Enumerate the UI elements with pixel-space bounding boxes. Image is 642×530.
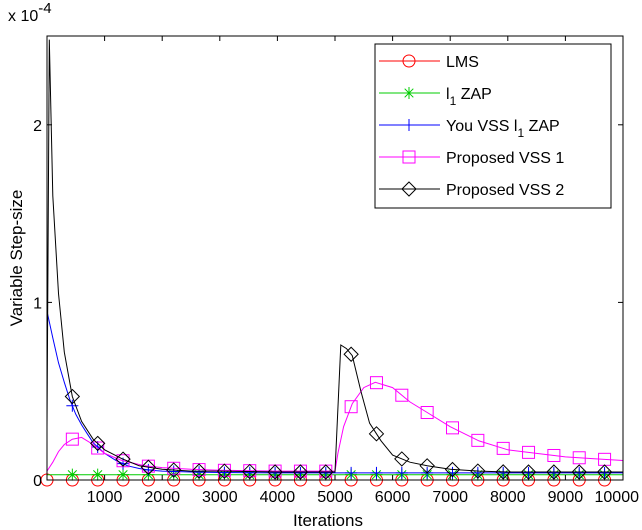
legend-label-3: You VSS l1 ZAP bbox=[446, 118, 560, 140]
legend-label-main-3: You VSS l bbox=[446, 118, 517, 135]
x-tick-label-2: 2000 bbox=[144, 489, 180, 506]
series-5-marker-11 bbox=[318, 464, 334, 480]
series-3-marker-22 bbox=[598, 466, 611, 479]
series-2-marker-3 bbox=[117, 468, 130, 481]
series-3-marker-1 bbox=[66, 399, 79, 412]
legend-label-main-2: l bbox=[446, 86, 450, 103]
series-5-marker-5 bbox=[166, 462, 182, 478]
series-4-marker-16 bbox=[446, 421, 460, 435]
series-line-5 bbox=[46, 39, 623, 473]
series-4-marker-5 bbox=[167, 461, 181, 475]
series-5-marker-19 bbox=[520, 464, 537, 480]
x-tick-label-3: 3000 bbox=[202, 489, 238, 506]
series-3-marker-18 bbox=[497, 466, 510, 479]
legend-entry-5: Proposed VSS 2 bbox=[379, 181, 564, 199]
legend-label-rest-3: ZAP bbox=[524, 118, 560, 135]
legend-marker-3 bbox=[403, 119, 415, 131]
legend-label-1: LMS bbox=[446, 54, 479, 71]
series-5-marker-6 bbox=[191, 463, 207, 479]
series-4-marker-18 bbox=[496, 441, 510, 455]
legend-label-5: Proposed VSS 2 bbox=[446, 182, 564, 199]
y-multiplier: x 10-4 bbox=[8, 0, 52, 25]
series-5-marker-21 bbox=[571, 464, 587, 480]
series-5-marker-14 bbox=[394, 451, 410, 467]
legend-label-sub-2: 1 bbox=[450, 94, 457, 108]
series-4 bbox=[46, 376, 624, 478]
series-5-marker-15 bbox=[419, 458, 435, 474]
series-5-marker-10 bbox=[292, 464, 309, 480]
series-4-marker-12 bbox=[344, 400, 358, 414]
series-4-marker-21 bbox=[572, 451, 586, 465]
series-5-marker-1 bbox=[64, 388, 81, 405]
series-5-marker-17 bbox=[470, 463, 486, 479]
ticks-layer: 1000 2000 3000 4000 5000 6000 7000 8000 9000 1000… bbox=[33, 36, 639, 506]
series-5-marker-7 bbox=[216, 463, 233, 479]
x-tick-label-10: 10000 bbox=[595, 489, 640, 506]
series-3 bbox=[46, 311, 623, 479]
series-4-marker-1 bbox=[65, 432, 79, 446]
series-4-marker-17 bbox=[471, 433, 485, 447]
series-3-marker-14 bbox=[395, 466, 408, 479]
series-5-marker-13 bbox=[368, 426, 385, 442]
legend-entry-2: l1 ZAP bbox=[379, 86, 492, 108]
series-3-marker-17 bbox=[471, 466, 484, 479]
series-5-marker-2 bbox=[89, 435, 106, 452]
series-3-marker-12 bbox=[345, 466, 358, 479]
series-5-marker-12 bbox=[343, 346, 359, 362]
series-2-marker-1 bbox=[66, 468, 79, 481]
y-tick-label-2: 1 bbox=[33, 295, 42, 312]
legend-marker-5 bbox=[401, 181, 417, 197]
y-multiplier-base: x 10 bbox=[8, 8, 38, 25]
series-5-marker-3 bbox=[115, 451, 131, 467]
x-tick-label-9: 9000 bbox=[548, 489, 584, 506]
legend-label-sub-3: 1 bbox=[517, 126, 524, 140]
series-4-marker-20 bbox=[547, 448, 561, 462]
series-line-3 bbox=[46, 311, 623, 474]
legend-label-rest-2: ZAP bbox=[456, 86, 492, 103]
x-tick-label-4: 4000 bbox=[260, 489, 296, 506]
series-3-marker-20 bbox=[547, 466, 560, 479]
x-tick-label-1: 1000 bbox=[87, 489, 123, 506]
x-tick-label-5: 5000 bbox=[317, 489, 353, 506]
series-5-marker-20 bbox=[546, 464, 562, 480]
x-axis-label: Iterations bbox=[293, 511, 363, 530]
legend-entry-3: You VSS l1 ZAP bbox=[379, 118, 560, 140]
series-2-marker-2 bbox=[91, 468, 104, 481]
x-tick-label-6: 6000 bbox=[375, 489, 411, 506]
series-4-marker-14 bbox=[395, 388, 409, 402]
series-3-marker-19 bbox=[522, 466, 535, 479]
legend-marker-1 bbox=[402, 54, 416, 68]
series-5-marker-8 bbox=[242, 463, 258, 480]
series-3-marker-21 bbox=[573, 466, 586, 479]
series-4-marker-2 bbox=[91, 441, 105, 455]
legend-box bbox=[374, 43, 612, 209]
legend-label-2: l1 ZAP bbox=[446, 86, 492, 108]
y-axis-label: Variable Step-size bbox=[7, 190, 26, 327]
legend-entry-4: Proposed VSS 1 bbox=[379, 150, 564, 167]
series-3-marker-5 bbox=[167, 465, 180, 478]
legend-marker-2 bbox=[403, 87, 415, 99]
y-tick-label-3: 2 bbox=[33, 118, 42, 135]
y-tick-label-1: 0 bbox=[33, 473, 42, 490]
series-3-marker-6 bbox=[193, 466, 206, 479]
series-5-marker-18 bbox=[495, 464, 511, 480]
legend-entry-1: LMS bbox=[379, 54, 479, 71]
series-4-marker-19 bbox=[522, 445, 536, 459]
legend-marker-4 bbox=[402, 150, 416, 164]
legend-label-4: Proposed VSS 1 bbox=[446, 150, 564, 167]
series-5 bbox=[46, 39, 623, 480]
y-multiplier-exponent: -4 bbox=[38, 0, 51, 17]
series-4-marker-15 bbox=[420, 406, 434, 420]
x-tick-label-8: 8000 bbox=[490, 489, 526, 506]
x-tick-label-7: 7000 bbox=[432, 489, 468, 506]
series-5-marker-16 bbox=[444, 461, 461, 478]
series-5-marker-9 bbox=[267, 464, 283, 480]
series-5-marker-22 bbox=[596, 464, 613, 480]
series-4-marker-13 bbox=[369, 376, 383, 390]
series-3-marker-13 bbox=[370, 466, 383, 479]
series-5-marker-4 bbox=[140, 459, 157, 475]
